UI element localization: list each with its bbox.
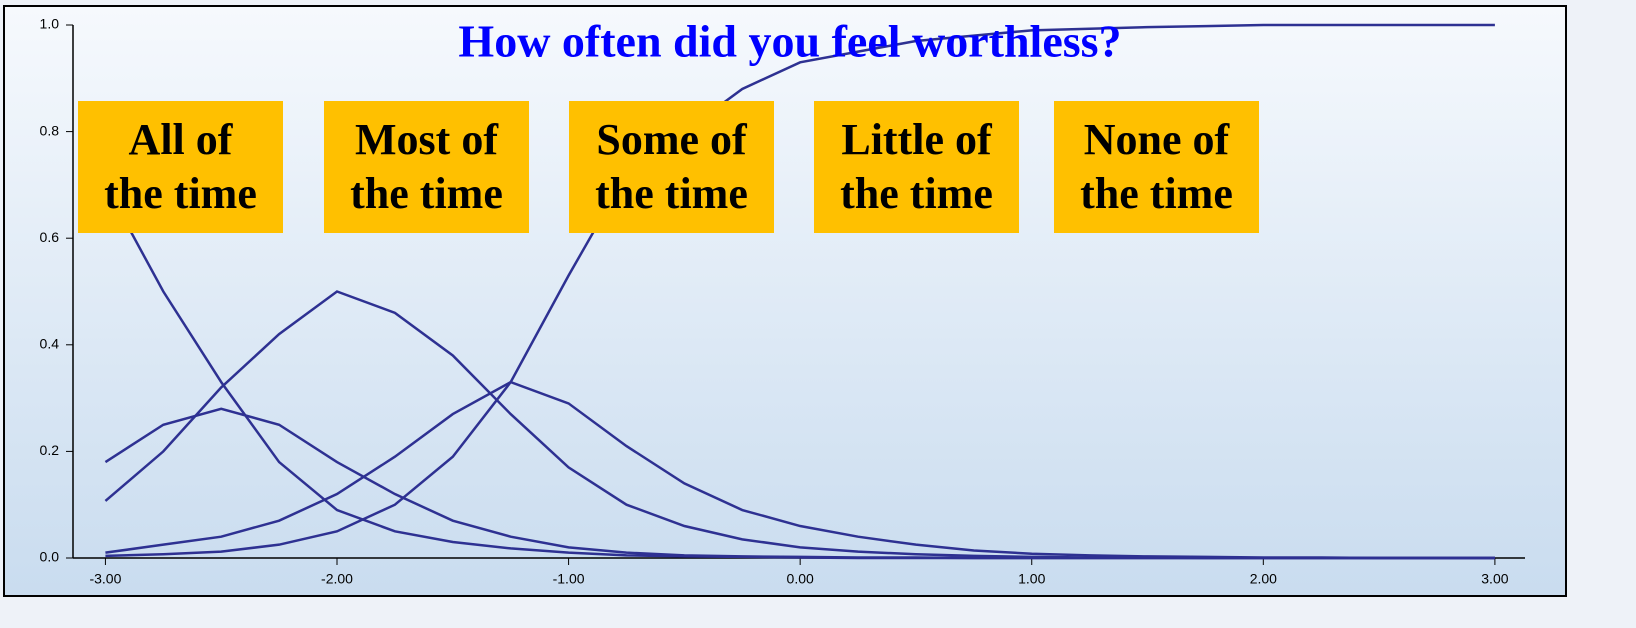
x-tick-label: 2.00 [1250, 571, 1277, 587]
x-tick-label: -2.00 [321, 571, 353, 587]
y-tick-label: 0.4 [40, 336, 60, 352]
curve [104, 184, 1495, 560]
category-label: Most of the time [324, 101, 529, 233]
x-tick-label: -3.00 [89, 571, 121, 587]
x-tick-label: -1.00 [553, 571, 585, 587]
category-label: All of the time [78, 101, 283, 233]
curve [105, 380, 1495, 560]
y-tick-label: 0.2 [40, 442, 60, 458]
y-tick-label: 0.6 [40, 229, 60, 245]
y-tick-label: 1.0 [40, 16, 60, 32]
category-label: Little of the time [814, 101, 1019, 233]
x-tick-label: 1.00 [1018, 571, 1045, 587]
y-tick-label: 0.8 [40, 122, 60, 138]
x-tick-label: 0.00 [787, 571, 814, 587]
y-tick-label: 0.0 [40, 549, 60, 565]
category-label: None of the time [1054, 101, 1259, 233]
curve [105, 23, 1495, 558]
chart-title: How often did you feel worthless? [458, 16, 1121, 67]
category-label: Some of the time [569, 101, 774, 233]
x-tick-label: 3.00 [1481, 571, 1508, 587]
curve [104, 290, 1495, 560]
